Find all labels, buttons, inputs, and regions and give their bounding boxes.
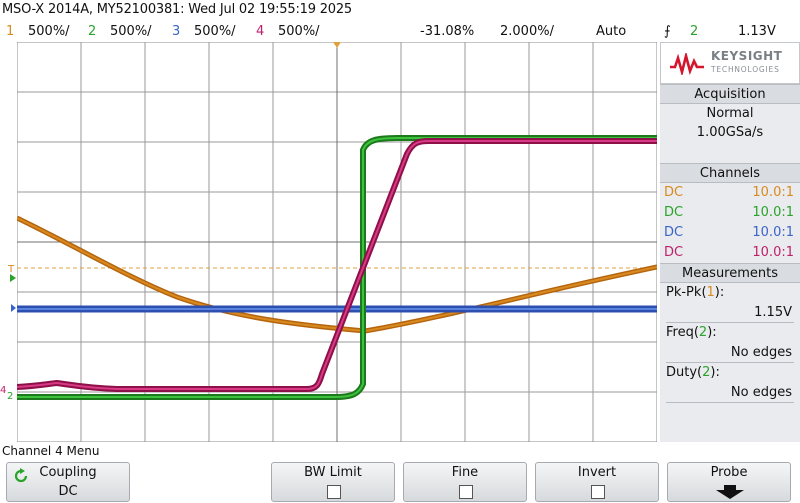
time-per-division[interactable]: 2.000%/ bbox=[500, 24, 554, 39]
meas-3-channel: 2 bbox=[702, 365, 711, 380]
meas-2-name: Freq bbox=[666, 325, 694, 340]
meas-1-channel: 1 bbox=[706, 285, 715, 300]
measurements-header: Measurements bbox=[660, 263, 800, 283]
ch2-coupling: DC bbox=[664, 205, 684, 220]
ch3-scale[interactable]: 500%/ bbox=[194, 24, 236, 39]
bw-limit-softkey[interactable]: BW Limit bbox=[271, 462, 395, 502]
fine-softkey[interactable]: Fine bbox=[403, 462, 527, 502]
title-bar: MSO-X 2014A, MY52100381: Wed Jul 02 19:5… bbox=[0, 0, 800, 22]
down-arrow-icon bbox=[716, 485, 744, 499]
channel-scale-bar: 1 500%/ 2 500%/ 3 500%/ 4 500%/ -31.08% … bbox=[0, 22, 800, 42]
ch2-scale[interactable]: 500%/ bbox=[110, 24, 152, 39]
meas-2-channel: 2 bbox=[698, 325, 708, 340]
sample-rate: 1.00GSa/s bbox=[696, 125, 764, 140]
invert-label: Invert bbox=[577, 465, 617, 480]
ch2-probe: 10.0:1 bbox=[752, 205, 794, 220]
ch1-number[interactable]: 1 bbox=[6, 24, 15, 39]
keysight-logo: KEYSIGHT TECHNOLOGIES bbox=[660, 42, 800, 84]
coupling-softkey[interactable]: Coupling DC bbox=[6, 462, 130, 502]
ch4-coupling: DC bbox=[664, 245, 684, 260]
trigger-mode[interactable]: Auto bbox=[596, 24, 627, 39]
waveform-display[interactable] bbox=[17, 42, 657, 442]
meas-1-label[interactable]: Pk-Pk(1): bbox=[666, 285, 725, 300]
ch1-coupling: DC bbox=[664, 185, 684, 200]
keysight-wave-icon bbox=[670, 53, 704, 75]
brand-name: KEYSIGHT bbox=[711, 49, 783, 63]
left-marker-strip: T 4 2 bbox=[0, 264, 16, 402]
invert-checkbox[interactable] bbox=[591, 485, 605, 499]
meas-divider bbox=[666, 362, 794, 363]
ch1-scale[interactable]: 500%/ bbox=[28, 24, 70, 39]
probe-label: Probe bbox=[710, 465, 748, 480]
meas-1-name: Pk-Pk bbox=[666, 285, 702, 300]
ch4-probe: 10.0:1 bbox=[752, 245, 794, 260]
menu-title: Channel 4 Menu bbox=[2, 444, 100, 458]
bw-limit-label: BW Limit bbox=[304, 465, 362, 480]
meas-1-value: 1.15V bbox=[754, 305, 792, 320]
ch3-ground-marker bbox=[11, 304, 16, 312]
trigger-level[interactable]: 1.13V bbox=[738, 24, 776, 39]
ch4-waveform-core bbox=[17, 140, 657, 390]
channel-row-3: DC 10.0:1 bbox=[660, 223, 800, 243]
probe-softkey[interactable]: Probe bbox=[667, 462, 791, 502]
meas-divider bbox=[666, 322, 794, 323]
meas-3-label[interactable]: Duty(2): bbox=[666, 365, 720, 380]
ch2-ground-marker: 2 bbox=[7, 391, 13, 402]
trigger-slope-icon: ⨍ bbox=[664, 24, 671, 39]
rotate-icon bbox=[14, 468, 28, 483]
trigger-channel[interactable]: 2 bbox=[690, 24, 699, 39]
ch3-number[interactable]: 3 bbox=[172, 24, 181, 39]
ch4-number[interactable]: 4 bbox=[256, 24, 265, 39]
fine-checkbox[interactable] bbox=[459, 485, 473, 499]
channels-header: Channels bbox=[660, 163, 800, 183]
ch4-scale[interactable]: 500%/ bbox=[278, 24, 320, 39]
side-panel: KEYSIGHT TECHNOLOGIES Acquisition Normal… bbox=[660, 42, 800, 442]
meas-divider bbox=[666, 402, 794, 403]
bw-limit-checkbox[interactable] bbox=[327, 485, 341, 499]
coupling-value: DC bbox=[58, 484, 78, 499]
instrument-title: MSO-X 2014A, MY52100381: Wed Jul 02 19:5… bbox=[2, 2, 352, 17]
ch3-probe: 10.0:1 bbox=[752, 225, 794, 240]
horizontal-delay[interactable]: -31.08% bbox=[420, 24, 475, 39]
acquisition-header: Acquisition bbox=[660, 84, 800, 104]
trigger-position-marker bbox=[333, 42, 341, 48]
ch2-trigger-marker bbox=[10, 274, 16, 282]
ch4-ground-marker: 4 bbox=[0, 385, 6, 396]
invert-softkey[interactable]: Invert bbox=[535, 462, 659, 502]
ch1-probe: 10.0:1 bbox=[752, 185, 794, 200]
meas-3-name: Duty bbox=[666, 365, 698, 380]
ch2-number[interactable]: 2 bbox=[88, 24, 97, 39]
ch1-waveform-core bbox=[17, 217, 657, 333]
fine-label: Fine bbox=[451, 465, 479, 480]
meas-3-value: No edges bbox=[730, 385, 792, 400]
waveform-graticule bbox=[17, 42, 657, 442]
ch3-coupling: DC bbox=[664, 225, 684, 240]
acquisition-mode: Normal bbox=[706, 106, 754, 121]
meas-2-value: No edges bbox=[730, 345, 792, 360]
channel-row-4: DC 10.0:1 bbox=[660, 243, 800, 263]
trigger-level-marker: T bbox=[7, 264, 15, 275]
coupling-label: Coupling bbox=[39, 465, 97, 480]
channel-row-1: DC 10.0:1 bbox=[660, 183, 800, 203]
channel-row-2: DC 10.0:1 bbox=[660, 203, 800, 223]
meas-2-label[interactable]: Freq(2): bbox=[666, 325, 717, 340]
brand-subtitle: TECHNOLOGIES bbox=[711, 65, 780, 74]
